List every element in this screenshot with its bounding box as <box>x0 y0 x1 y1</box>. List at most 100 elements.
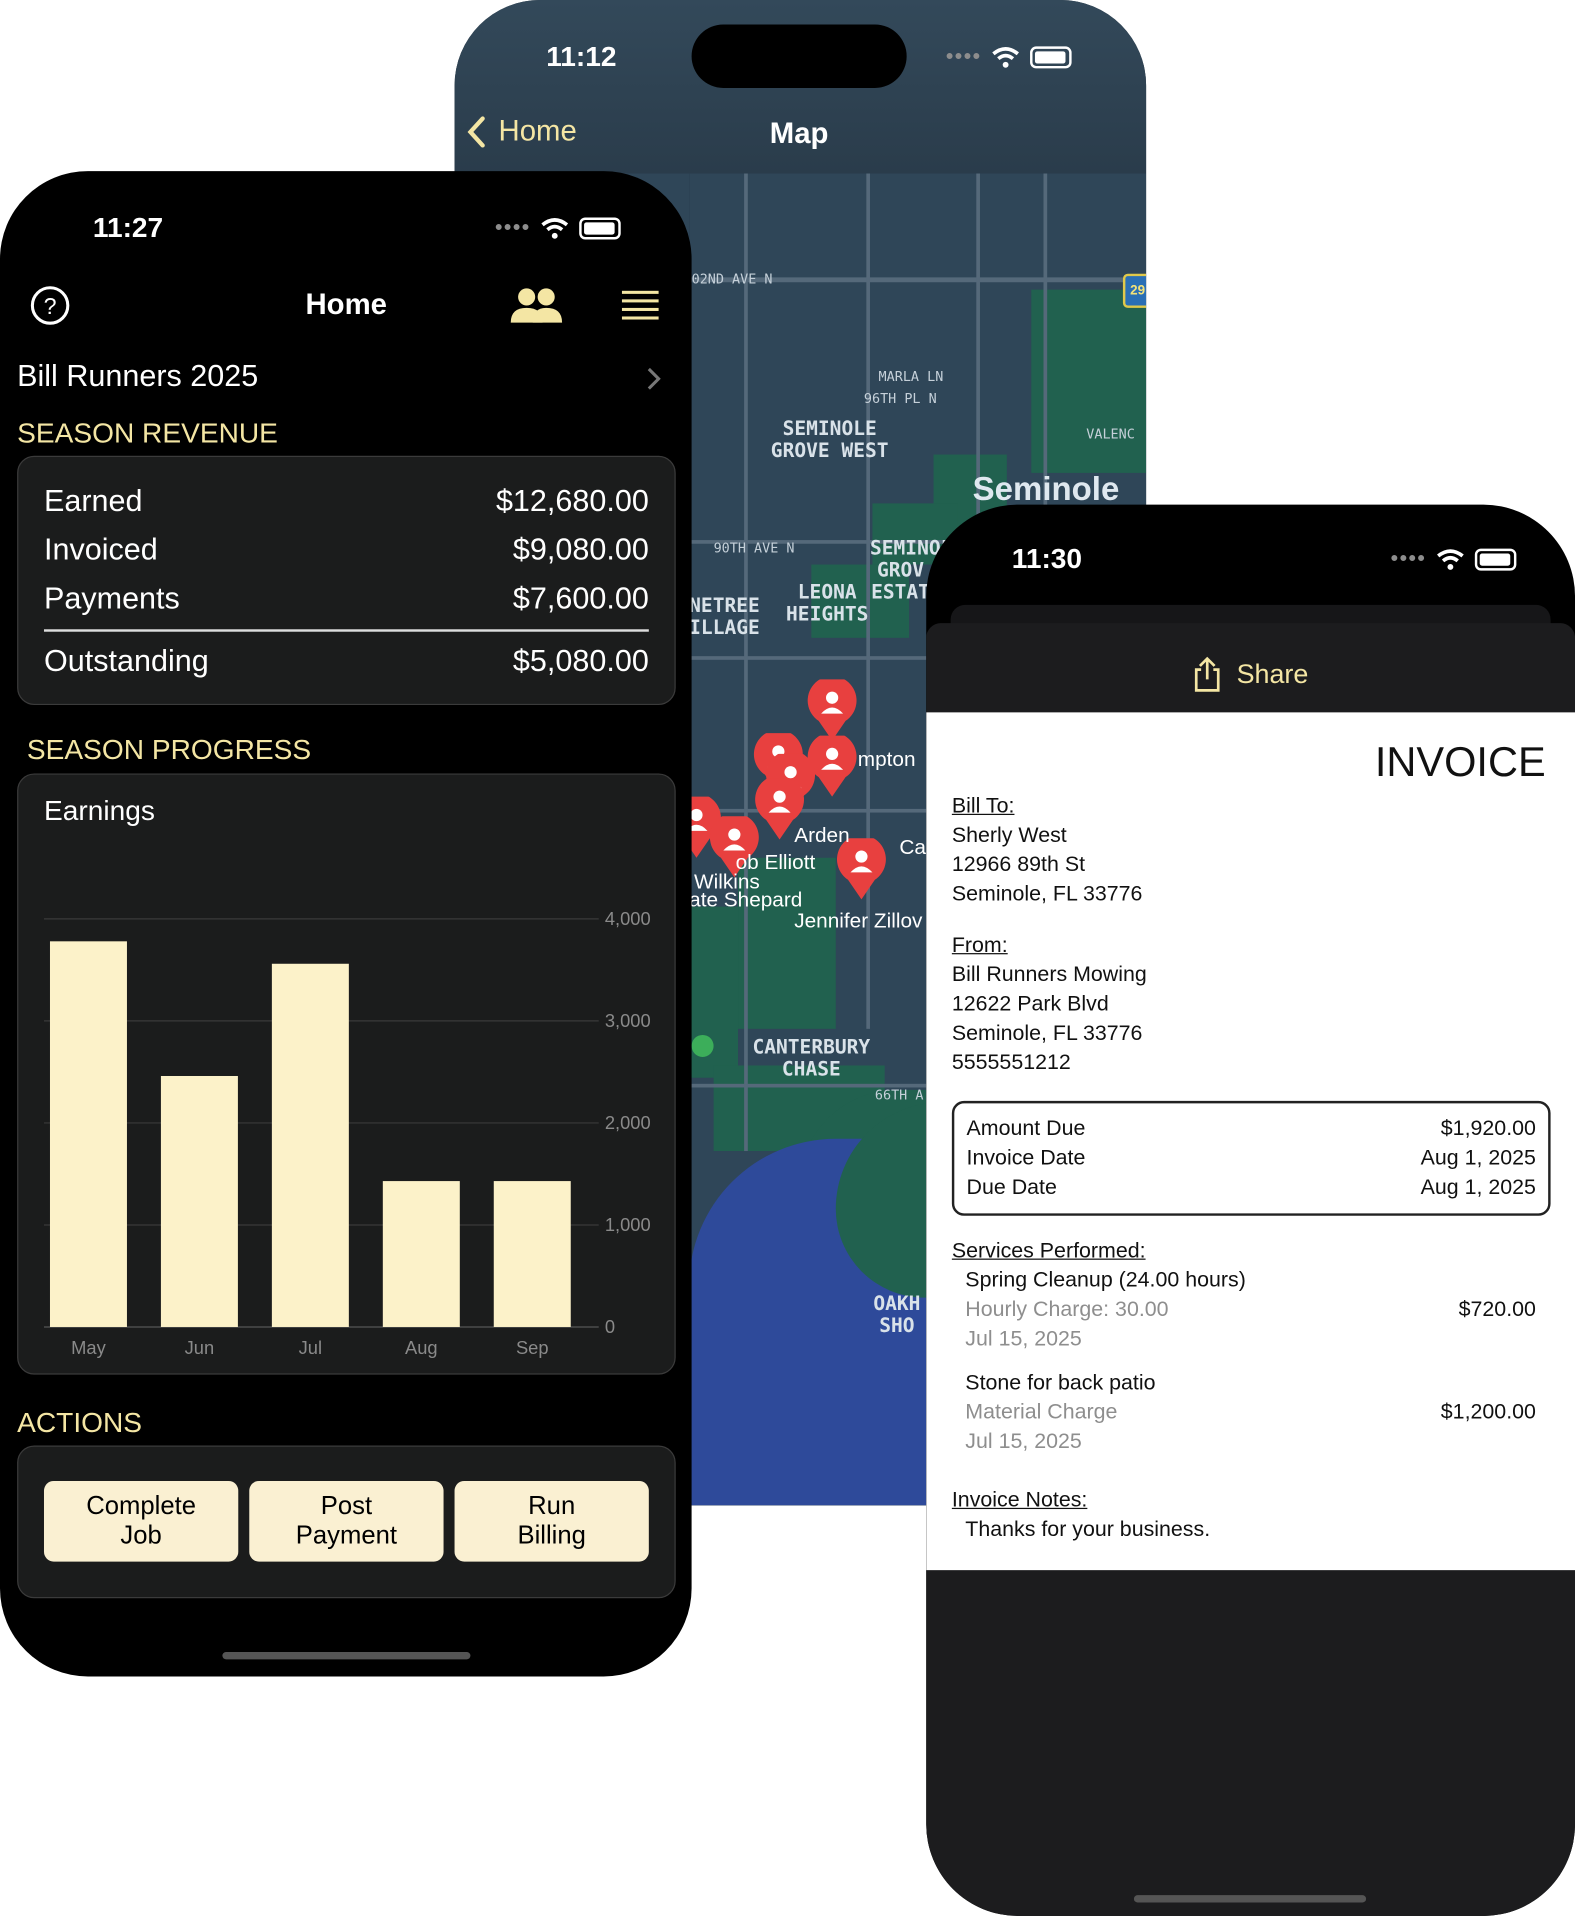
y-tick-label: 4,000 <box>605 908 651 929</box>
street-label: 90TH AVE N <box>713 540 795 556</box>
route-shield: 29 <box>1122 273 1147 308</box>
notes-text: Thanks for your business. <box>965 1516 1211 1541</box>
y-tick-label: 1,000 <box>605 1214 651 1235</box>
revenue-value: $9,080.00 <box>512 532 649 567</box>
status-time: 11:12 <box>546 40 617 73</box>
outstanding-label: Outstanding <box>43 643 209 679</box>
x-tick-label: May <box>71 1337 106 1358</box>
street-label: 96TH PL N <box>863 391 937 407</box>
run-billing-button[interactable]: Run Billing <box>454 1480 649 1562</box>
season-selector[interactable]: Bill Runners 2025 <box>17 357 662 401</box>
home-title: Home <box>305 288 387 322</box>
actions-header: ACTIONS <box>17 1406 143 1439</box>
park-area <box>811 564 910 638</box>
bar-sep <box>493 1181 571 1327</box>
battery-icon <box>1475 548 1517 571</box>
signal-icon: •••• <box>494 215 531 240</box>
revenue-value: $7,600.00 <box>512 581 649 616</box>
street <box>689 656 1147 660</box>
city-label: Seminole <box>972 470 1120 508</box>
from-line: 12622 Park Blvd <box>951 990 1109 1016</box>
map-title: Map <box>769 117 829 151</box>
pin-label: ate Shepard <box>689 888 803 912</box>
bill-to-line: Sherly West <box>951 822 1067 847</box>
customer-pin[interactable] <box>806 679 857 743</box>
service-date: Jul 15, 2025 <box>965 1428 1082 1453</box>
help-icon[interactable]: ? <box>29 285 71 327</box>
pin-label: ob Elliott <box>735 850 816 874</box>
bar-jul <box>271 963 349 1327</box>
status-icons: •••• <box>946 44 1072 70</box>
street-label: MARLA LN <box>878 369 944 385</box>
notes-label: Invoice Notes: <box>951 1487 1088 1512</box>
complete-job-button[interactable]: Complete Job <box>43 1480 239 1562</box>
from-label: From: <box>951 932 1008 957</box>
customer-pin[interactable] <box>689 796 722 861</box>
signal-icon: •••• <box>1390 546 1427 571</box>
bill-to-line: Seminole, FL 33776 <box>951 880 1143 906</box>
y-tick-label: 3,000 <box>605 1010 651 1031</box>
menu-icon[interactable] <box>621 288 660 322</box>
chevron-right-icon <box>647 367 661 390</box>
post-payment-button[interactable]: Post Payment <box>249 1480 444 1562</box>
y-tick-label: 2,000 <box>605 1112 651 1133</box>
invoice-screen: 11:30 •••• Share INVOICE Bill To: Sherly… <box>926 504 1575 1916</box>
service-title: Spring Cleanup (24.00 hours) <box>965 1267 1246 1292</box>
outstanding-value: $5,080.00 <box>512 643 649 679</box>
earnings-chart-card: Earnings 0 1,000 2,000 3,000 4,000 May Jun Jul A… <box>17 773 676 1375</box>
actions-card: Complete Job Post Payment Run Billing <box>17 1445 676 1599</box>
back-button[interactable]: Home <box>467 115 577 149</box>
invoice-heading: INVOICE <box>1374 739 1546 786</box>
customer-pin[interactable] <box>836 838 887 902</box>
street <box>689 808 1147 813</box>
service-detail: Hourly Charge: 30.00 <box>965 1296 1169 1321</box>
from-line: Seminole, FL 33776 <box>951 1020 1143 1045</box>
pin-label: Ca <box>899 835 926 859</box>
neighborhood-label: OAKH SHO <box>873 1291 921 1337</box>
chevron-left-icon <box>467 116 485 148</box>
share-label: Share <box>1236 658 1309 690</box>
street <box>866 173 870 1029</box>
customer-pin[interactable] <box>709 816 760 880</box>
invoice-document: INVOICE Bill To: Sherly West 12966 89th … <box>926 712 1575 1571</box>
pin-label: Jennifer Zillov <box>794 909 923 933</box>
battery-icon <box>1030 45 1072 68</box>
service-title: Stone for back patio <box>965 1369 1156 1395</box>
pin-label: mpton <box>857 747 916 772</box>
street <box>689 277 1147 283</box>
bar-may <box>49 941 127 1327</box>
revenue-card: Earned $12,680.00 Invoiced $9,080.00 Pay… <box>17 455 676 706</box>
street <box>689 1083 1147 1088</box>
neighborhood-label: LEONA HEIGHTS <box>786 580 869 626</box>
revenue-header: SEASON REVENUE <box>17 416 278 449</box>
park-area <box>1031 289 1147 473</box>
summary-value: $1,920.00 <box>1440 1115 1536 1141</box>
x-tick-label: Jul <box>299 1337 322 1358</box>
customer-pin[interactable] <box>806 735 857 800</box>
street <box>1043 173 1048 541</box>
share-button[interactable]: Share <box>1193 656 1309 693</box>
status-icons: •••• <box>1391 546 1517 572</box>
from-line: Bill Runners Mowing <box>951 961 1147 987</box>
revenue-label: Earned <box>43 483 143 519</box>
customer-pin[interactable] <box>754 778 805 842</box>
home-screen: 11:27 •••• ? Home Bill Runners 2025 SEAS… <box>0 171 692 1677</box>
bill-to-label: Bill To: <box>951 793 1015 818</box>
chart-title: Earnings <box>43 794 155 827</box>
pin-label: Wilkins <box>694 869 760 894</box>
summary-label: Amount Due <box>966 1115 1086 1141</box>
wifi-icon <box>992 46 1020 68</box>
service-date: Jul 15, 2025 <box>965 1325 1082 1351</box>
customers-icon[interactable] <box>510 286 564 325</box>
invoice-summary-box: Amount Due $1,920.00 Invoice Date Aug 1,… <box>951 1100 1551 1216</box>
neighborhood-label: CANTERBURY CHASE <box>752 1034 871 1081</box>
pin-label: Arden <box>794 823 850 847</box>
signal-icon: •••• <box>945 43 982 69</box>
revenue-value: $12,680.00 <box>495 483 649 519</box>
street-label: 02ND AVE N <box>691 271 773 288</box>
service-amount: $720.00 <box>1458 1296 1536 1321</box>
status-time: 11:30 <box>1011 542 1083 575</box>
x-tick-label: Aug <box>405 1337 438 1358</box>
season-name: Bill Runners 2025 <box>17 359 259 394</box>
summary-value: Aug 1, 2025 <box>1420 1144 1536 1170</box>
